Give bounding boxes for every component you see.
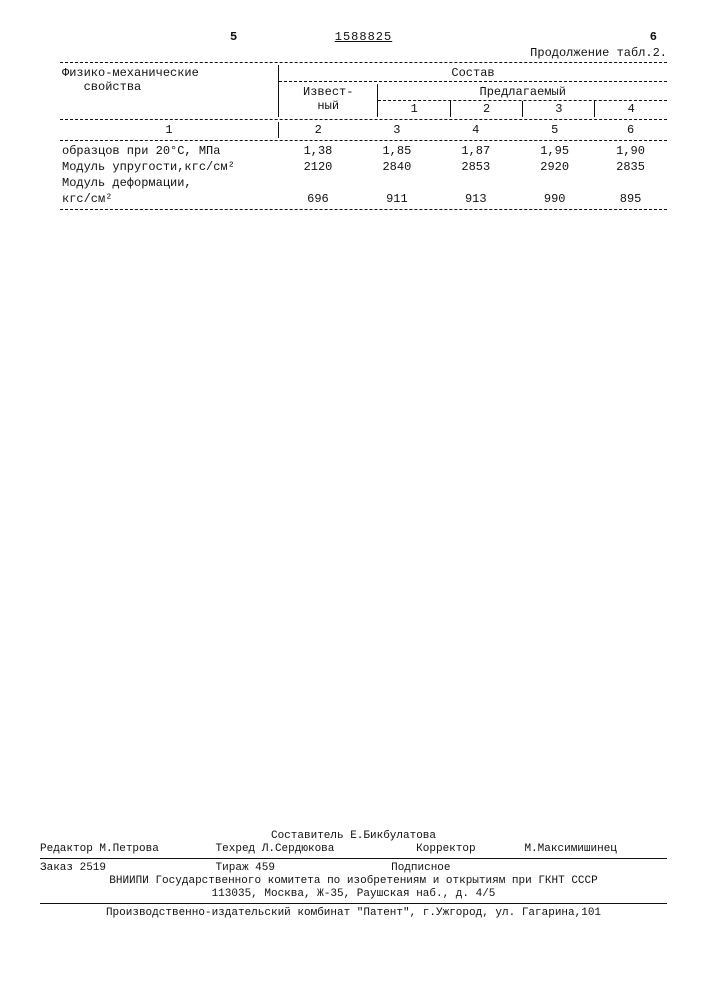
cell: 1,85 bbox=[357, 143, 436, 159]
cell: 913 bbox=[436, 191, 515, 207]
text: свойства bbox=[84, 80, 142, 94]
cell bbox=[279, 175, 358, 191]
row-label: Модуль упругости,кгс/см² bbox=[60, 159, 279, 175]
korrektor-name: М.Максимишинец bbox=[516, 843, 667, 855]
column-number-row: 1 2 3 4 5 6 bbox=[60, 122, 667, 138]
data-table: Физико-механические свойства Состав Изве… bbox=[60, 65, 667, 117]
text: ный bbox=[317, 99, 339, 113]
page-num-left: 5 bbox=[230, 30, 237, 44]
row-label: Модуль деформации, bbox=[60, 175, 279, 191]
table-row: образцов при 20°С, МПа 1,38 1,85 1,87 1,… bbox=[60, 143, 667, 159]
subcol: 3 bbox=[523, 101, 595, 117]
table-row: Модуль упругости,кгс/см² 2120 2840 2853 … bbox=[60, 159, 667, 175]
table-header-row: Физико-механические свойства Состав bbox=[60, 65, 667, 81]
cell: 2920 bbox=[515, 159, 594, 175]
cell: 3 bbox=[357, 122, 436, 138]
cell: 696 bbox=[279, 191, 358, 207]
data-rows: образцов при 20°С, МПа 1,38 1,85 1,87 1,… bbox=[60, 143, 667, 207]
production-line: Производственно-издательский комбинат "П… bbox=[40, 907, 667, 919]
table-row: Модуль деформации, bbox=[60, 175, 667, 191]
staff-line: Редактор М.Петрова Техред Л.Сердюкова Ко… bbox=[40, 843, 667, 855]
col-predlag-header: Предлагаемый bbox=[378, 84, 667, 100]
zakaz: Заказ 2519 bbox=[40, 862, 216, 874]
cell bbox=[357, 175, 436, 191]
subcol: 4 bbox=[595, 101, 667, 117]
order-line: Заказ 2519 Тираж 459 Подписное bbox=[40, 862, 667, 874]
cell: 4 bbox=[436, 122, 515, 138]
cell: 5 bbox=[515, 122, 594, 138]
korrektor-label: Корректор bbox=[416, 843, 516, 855]
text: Извест- bbox=[303, 85, 353, 99]
cell: 6 bbox=[594, 122, 667, 138]
footer: Составитель Е.Бикбулатова Редактор М.Пет… bbox=[40, 829, 667, 920]
page: 5 6 1588825 Продолжение табл.2. Физико-м… bbox=[0, 0, 707, 1000]
cell: 1,95 bbox=[515, 143, 594, 159]
cell: 2835 bbox=[594, 159, 667, 175]
cell: 895 bbox=[594, 191, 667, 207]
col-izvest-header: Извест- ный bbox=[279, 84, 378, 117]
editor: Редактор М.Петрова bbox=[40, 843, 216, 855]
cell bbox=[515, 175, 594, 191]
podpisnoe: Подписное bbox=[391, 862, 667, 874]
cell: 990 bbox=[515, 191, 594, 207]
cell: 2120 bbox=[279, 159, 358, 175]
cell: 1,90 bbox=[594, 143, 667, 159]
compiler-line: Составитель Е.Бикбулатова bbox=[40, 830, 667, 842]
table-row: 1 2 3 4 5 6 bbox=[60, 122, 667, 138]
cell: 2 bbox=[279, 122, 358, 138]
cell bbox=[594, 175, 667, 191]
row-label: образцов при 20°С, МПа bbox=[60, 143, 279, 159]
row-label: кгс/см² bbox=[60, 191, 279, 207]
cell bbox=[436, 175, 515, 191]
subcol: 2 bbox=[451, 101, 523, 117]
patent-number: 1588825 bbox=[60, 30, 667, 44]
cell: 1,38 bbox=[279, 143, 358, 159]
divider bbox=[60, 140, 667, 141]
table-continuation-label: Продолжение табл.2. bbox=[60, 46, 667, 60]
divider bbox=[60, 209, 667, 210]
col-properties-header: Физико-механические свойства bbox=[60, 65, 279, 117]
divider bbox=[60, 62, 667, 63]
subcol: 1 bbox=[378, 101, 450, 117]
cell: 1 bbox=[60, 122, 279, 138]
table-row: кгс/см² 696 911 913 990 895 bbox=[60, 191, 667, 207]
tirazh: Тираж 459 bbox=[216, 862, 392, 874]
cell: 2840 bbox=[357, 159, 436, 175]
tehred: Техред Л.Сердюкова bbox=[216, 843, 417, 855]
divider bbox=[40, 903, 667, 904]
page-num-right: 6 bbox=[650, 30, 657, 44]
cell: 1,87 bbox=[436, 143, 515, 159]
vniipi-line1: ВНИИПИ Государственного комитета по изоб… bbox=[40, 875, 667, 887]
divider bbox=[60, 119, 667, 120]
vniipi-line2: 113035, Москва, Ж-35, Раушская наб., д. … bbox=[40, 888, 667, 900]
cell: 2853 bbox=[436, 159, 515, 175]
col-sostav-header: Состав bbox=[279, 65, 667, 81]
cell: 911 bbox=[357, 191, 436, 207]
divider bbox=[40, 858, 667, 859]
text: Физико-механические bbox=[62, 66, 199, 80]
